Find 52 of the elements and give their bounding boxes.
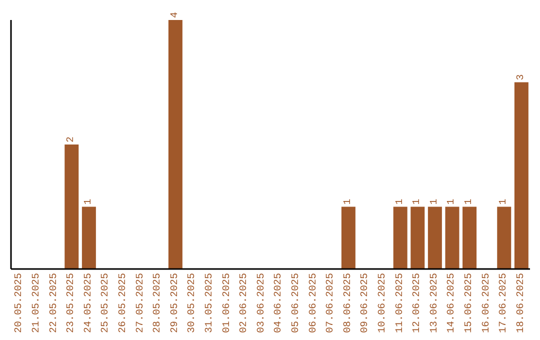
bar [82,206,96,269]
x-tick-label: 04.06.2025 [274,273,285,334]
bar [514,82,528,269]
bar [445,206,460,269]
bar [64,144,79,269]
x-tick-label: 12.06.2025 [412,273,424,334]
data-label: 1 [83,198,94,205]
bar [497,206,512,269]
x-tick-label: 13.06.2025 [429,273,440,334]
x-tick-label: 29.05.2025 [170,273,181,334]
x-tick-label: 20.05.2025 [14,273,26,334]
x-tick-label: 22.05.2025 [48,273,60,334]
data-label: 1 [412,198,424,205]
x-tick-label: 03.06.2025 [256,273,268,334]
x-tick-label: 18.06.2025 [516,273,527,334]
x-tick-label: 09.06.2025 [360,273,372,334]
bar [462,206,477,269]
x-tick-label: 24.05.2025 [83,273,94,334]
x-tick-label: 06.06.2025 [308,273,320,334]
bar [168,20,182,269]
bar [393,206,408,269]
data-label: 1 [446,198,458,205]
bar [410,206,425,269]
x-tick-label: 01.06.2025 [222,273,233,334]
data-label: 1 [498,198,510,205]
x-tick-label: 23.05.2025 [66,273,78,334]
data-label: 2 [66,136,78,142]
data-label: 4 [170,12,181,18]
x-tick-label: 15.06.2025 [464,273,475,334]
x-tick-label: 11.06.2025 [394,273,406,334]
x-tick-label: 28.05.2025 [152,273,164,334]
x-tick-label: 14.06.2025 [446,273,458,334]
data-label: 1 [342,198,354,205]
x-tick-label: 25.05.2025 [100,273,112,334]
x-tick-label: 27.05.2025 [135,273,146,334]
x-tick-label: 16.06.2025 [481,273,492,334]
x-tick-label: 10.06.2025 [377,273,388,334]
x-tick-label: 26.05.2025 [118,273,129,334]
bar [428,206,442,269]
x-tick-label: 05.06.2025 [290,273,302,334]
data-label: 3 [516,74,527,80]
bar [341,206,356,269]
data-label: 1 [464,198,476,205]
x-tick-label: 30.05.2025 [187,273,198,334]
data-label: 1 [394,198,406,205]
x-tick-label: 08.06.2025 [342,273,354,334]
x-tick-label: 07.06.2025 [326,273,337,334]
x-tick-label: 21.05.2025 [31,273,42,334]
data-label: 1 [429,198,440,205]
x-tick-label: 17.06.2025 [498,273,510,334]
x-tick-label: 02.06.2025 [239,273,250,334]
x-tick-label: 31.05.2025 [204,273,216,334]
